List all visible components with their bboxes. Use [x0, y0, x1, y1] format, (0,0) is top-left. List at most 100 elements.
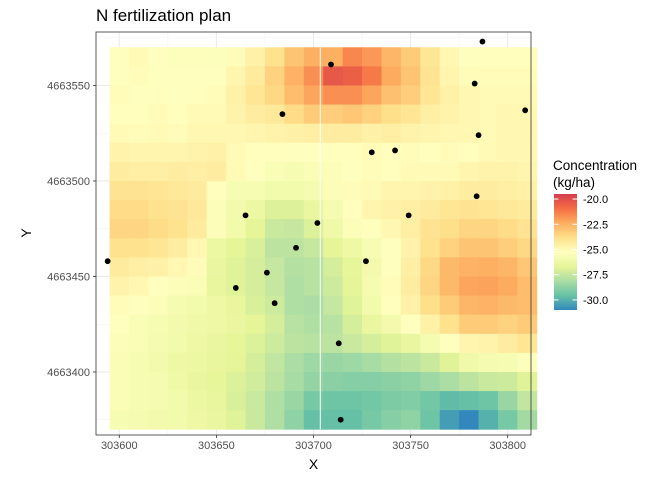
heatmap-cell — [517, 391, 538, 411]
heatmap-cell — [497, 104, 518, 125]
heatmap-cell — [129, 238, 149, 258]
heatmap-cell — [400, 180, 421, 201]
heatmap-cell — [148, 257, 169, 277]
heatmap-cell — [187, 219, 208, 239]
heatmap-cell — [497, 276, 518, 296]
heatmap-cell — [459, 352, 479, 373]
heatmap-cell — [497, 85, 518, 105]
heatmap-cell — [148, 276, 169, 296]
heatmap-cell — [284, 410, 305, 430]
heatmap-cell — [420, 410, 441, 430]
sample-point — [473, 193, 480, 200]
heatmap-cell — [264, 352, 285, 373]
heatmap-cell — [517, 66, 538, 86]
heatmap-cell — [284, 180, 305, 201]
heatmap-cell — [187, 161, 208, 182]
chart-title: N fertilization plan — [96, 6, 231, 25]
heatmap-cell — [517, 314, 538, 335]
heatmap-cell — [362, 238, 382, 258]
heatmap-cell — [206, 200, 227, 220]
heatmap-cell — [459, 314, 479, 335]
heatmap-cell — [148, 238, 169, 258]
sample-point — [392, 147, 398, 154]
legend-ticks: -20.0 -22.5 -25.0 -27.5 -30.0 — [554, 194, 608, 307]
heatmap-cell — [109, 314, 130, 335]
heatmap-cell — [517, 276, 538, 296]
heatmap-cell — [439, 257, 460, 277]
heatmap-cell — [148, 104, 169, 125]
heatmap-cell — [439, 295, 460, 316]
heatmap-cell — [420, 142, 441, 163]
heatmap-cell — [420, 180, 441, 201]
heatmap-cell — [517, 200, 538, 220]
heatmap-cell — [264, 391, 285, 411]
heatmap-cell — [109, 238, 130, 258]
heatmap-cell — [478, 276, 499, 296]
heatmap-cell — [245, 200, 266, 220]
legend-tick-label: -30.0 — [583, 295, 608, 307]
sample-point — [271, 300, 278, 307]
heatmap-cell — [303, 257, 324, 277]
heatmap-cell — [284, 200, 305, 220]
heatmap-cell — [148, 161, 169, 182]
heatmap-cell — [323, 314, 344, 335]
heatmap-cell — [129, 276, 149, 296]
heatmap-cell — [439, 47, 460, 67]
heatmap-cell — [129, 410, 149, 430]
heatmap-cell — [381, 142, 402, 163]
heatmap-cell — [400, 333, 421, 354]
heatmap-cell — [342, 66, 363, 86]
heatmap-cell — [167, 219, 188, 239]
heatmap-cell — [478, 123, 499, 144]
heatmap-cell — [129, 123, 149, 144]
x-tick-label: 303600 — [101, 440, 138, 452]
heatmap-cell — [342, 391, 363, 411]
heatmap-cell — [129, 295, 149, 316]
heatmap-cell — [362, 410, 382, 430]
heatmap-cell — [264, 314, 285, 335]
heatmap-cell — [167, 333, 188, 354]
heatmap-cell — [303, 200, 324, 220]
heatmap-cell — [400, 142, 421, 163]
heatmap-cell — [167, 276, 188, 296]
heatmap-cell — [109, 219, 130, 239]
heatmap-cell — [303, 104, 324, 125]
heatmap-cell — [497, 333, 518, 354]
heatmap-cell — [459, 161, 479, 182]
heatmap-cell — [517, 371, 538, 392]
heatmap-cell — [303, 410, 324, 430]
heatmap-cell — [362, 314, 382, 335]
heatmap-cell — [284, 352, 305, 373]
heatmap-cell — [497, 410, 518, 430]
heatmap-cell — [497, 314, 518, 335]
heatmap-cell — [362, 219, 382, 239]
heatmap-cell — [129, 142, 149, 163]
heatmap-cell — [497, 238, 518, 258]
heatmap-cell — [381, 238, 402, 258]
heatmap-cell — [187, 391, 208, 411]
heatmap-cell — [439, 276, 460, 296]
heatmap-cell — [109, 104, 130, 125]
heatmap-cell — [342, 352, 363, 373]
heatmap-cell — [342, 219, 363, 239]
heatmap-cell — [400, 391, 421, 411]
sample-point — [279, 111, 286, 118]
heatmap-cell — [226, 219, 246, 239]
heatmap-cell — [459, 333, 479, 354]
heatmap-cell — [342, 257, 363, 277]
heatmap-cell — [226, 410, 246, 430]
heatmap-cell — [420, 66, 441, 86]
heatmap-cell — [478, 352, 499, 373]
heatmap-cell — [206, 161, 227, 182]
legend-tick-label: -27.5 — [583, 270, 608, 282]
heatmap-cell — [400, 276, 421, 296]
heatmap-cell — [226, 295, 246, 316]
heatmap-cell — [206, 66, 227, 86]
heatmap-cell — [284, 391, 305, 411]
heatmap-cell — [517, 410, 538, 430]
heatmap-cell — [342, 295, 363, 316]
heatmap-cell — [187, 123, 208, 144]
heatmap-cell — [245, 104, 266, 125]
heatmap-cell — [109, 142, 130, 163]
